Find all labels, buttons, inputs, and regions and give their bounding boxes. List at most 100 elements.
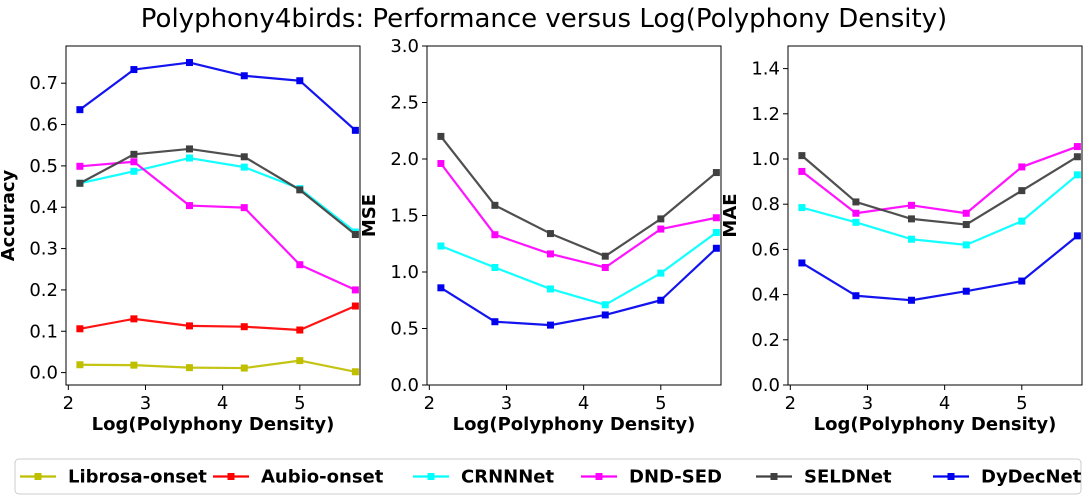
accuracy-point-crnnnet <box>185 154 193 162</box>
mse-point-dydecnet <box>437 284 445 292</box>
mae-point-dydecnet <box>962 287 970 295</box>
legend-entry-crnnnet: CRNNNet <box>413 467 554 488</box>
legend-label-seldnet: SELDNet <box>804 467 892 488</box>
accuracy-point-aubio-onset <box>130 315 138 323</box>
mse-point-dnd-sed <box>601 263 609 271</box>
accuracy-point-librosa-onset <box>296 357 304 365</box>
accuracy-y-tick-label: 0.4 <box>29 197 58 218</box>
mse-point-crnnnet <box>601 301 609 309</box>
accuracy-x-tick-label: 2 <box>63 393 74 414</box>
legend-entry-seldnet: SELDNet <box>756 467 892 488</box>
mse-line-dnd-sed <box>440 162 717 269</box>
mse-point-crnnnet <box>546 285 554 293</box>
mae-point-dydecnet <box>907 296 915 304</box>
accuracy-line-dnd-sed <box>79 160 356 291</box>
accuracy-point-aubio-onset <box>351 302 359 310</box>
mae-series-crnnnet <box>798 171 1081 249</box>
mae-y-tick-label: 1.2 <box>751 104 780 125</box>
legend-label-crnnnet: CRNNNet <box>461 467 554 488</box>
legend-label-aubio-onset: Aubio-onset <box>261 467 384 488</box>
accuracy-point-dnd-sed <box>130 158 138 166</box>
accuracy-x-tick-label: 4 <box>217 393 228 414</box>
mse-point-seldnet <box>712 169 720 177</box>
accuracy-line-seldnet <box>79 147 357 236</box>
mae-series-dnd-sed <box>798 143 1081 217</box>
accuracy-axes-frame <box>65 45 361 386</box>
accuracy-point-dnd-sed <box>296 261 304 269</box>
mae-point-dnd-sed <box>1073 143 1081 151</box>
figure-title: Polyphony4birds: Performance versus Log(… <box>141 4 947 34</box>
mae-line-dydecnet <box>801 234 1079 302</box>
legend-label-dnd-sed: DND-SED <box>629 467 722 488</box>
accuracy-point-dydecnet <box>240 72 248 80</box>
mae-point-crnnnet <box>798 204 806 212</box>
mae-x-tick-label: 3 <box>862 393 873 414</box>
mae-point-dydecnet <box>1073 232 1081 240</box>
accuracy-point-aubio-onset <box>296 326 304 334</box>
mae-y-tick-label: 0.8 <box>751 194 780 215</box>
mse-x-tick-label: 4 <box>578 393 589 414</box>
mae-x-tick-label: 2 <box>785 393 796 414</box>
mse-y-tick-label: 1.5 <box>390 206 419 227</box>
accuracy-x-axis-label: Log(Polyphony Density) <box>92 414 335 435</box>
mae-point-dnd-sed <box>907 201 915 209</box>
mse-point-seldnet <box>491 201 499 209</box>
mae-point-dnd-sed <box>1018 163 1026 171</box>
legend-entry-dydecnet: DyDecNet <box>933 467 1082 488</box>
mse-point-crnnnet <box>491 263 499 271</box>
mse-point-seldnet <box>437 132 445 140</box>
mae-y-tick-label: 0.4 <box>751 285 780 306</box>
legend-label-librosa-onset: Librosa-onset <box>68 467 207 488</box>
mse-point-crnnnet <box>437 242 445 250</box>
mse-series-seldnet <box>437 132 720 260</box>
mse-point-dnd-sed <box>437 160 445 168</box>
mae-point-seldnet <box>798 152 806 160</box>
panel-mae: 2 3 4 5 0.0 0.2 0.4 0.6 0.8 1.0 1.2 1.4 Log(Polyphon… <box>720 45 1083 435</box>
mae-y-tick-label: 1.0 <box>751 149 780 170</box>
mae-point-dnd-sed <box>798 167 806 175</box>
mse-point-dydecnet <box>712 244 720 252</box>
legend: Librosa-onset Aubio-onset CRNNNet DND-SED SE… <box>14 458 1082 495</box>
mse-y-axis-label: MSE <box>359 194 380 237</box>
mse-line-dydecnet <box>440 247 718 327</box>
mse-point-dydecnet <box>491 318 499 326</box>
mae-y-tick-label: 0.0 <box>751 375 780 396</box>
mae-line-crnnnet <box>801 173 1079 246</box>
mae-point-crnnnet <box>962 241 970 249</box>
accuracy-point-seldnet <box>185 145 193 153</box>
mae-point-seldnet <box>1018 187 1026 195</box>
mae-point-crnnnet <box>907 235 915 243</box>
accuracy-y-axis-label: Accuracy <box>0 169 19 261</box>
accuracy-point-dydecnet <box>296 77 304 85</box>
mae-series-dydecnet <box>798 232 1081 304</box>
accuracy-y-tick-label: 0.3 <box>29 239 58 260</box>
mse-point-dnd-sed <box>491 231 499 239</box>
accuracy-line-aubio-onset <box>79 305 356 332</box>
mse-point-dydecnet <box>601 311 609 319</box>
accuracy-x-tick-label: 5 <box>294 393 305 414</box>
accuracy-point-dnd-sed <box>351 286 359 294</box>
accuracy-point-dnd-sed <box>240 204 248 212</box>
accuracy-series-seldnet <box>76 145 359 239</box>
legend-marker-dnd-sed <box>595 473 603 480</box>
accuracy-series-dnd-sed <box>76 158 359 294</box>
accuracy-x-tick-label: 3 <box>140 393 151 414</box>
mse-point-dydecnet <box>546 321 554 329</box>
mse-y-tick-label: 1.0 <box>390 262 419 283</box>
accuracy-point-dydecnet <box>130 66 138 74</box>
mse-x-axis-label: Log(Polyphony Density) <box>453 414 696 435</box>
legend-marker-aubio-onset <box>227 473 235 480</box>
accuracy-point-dydecnet <box>351 126 359 134</box>
accuracy-y-tick-label: 0.0 <box>29 363 58 384</box>
mse-point-seldnet <box>601 252 609 260</box>
mae-axes-frame <box>787 45 1083 386</box>
mae-point-crnnnet <box>1073 171 1081 179</box>
accuracy-point-aubio-onset <box>185 322 193 330</box>
legend-marker-crnnnet <box>427 473 435 480</box>
accuracy-point-librosa-onset <box>351 368 359 376</box>
panel-accuracy: 2 3 4 5 0.0 0.1 0.2 0.3 0.4 0.5 0.6 0.7 Log(Polyphon… <box>0 45 361 435</box>
mae-point-crnnnet <box>852 218 860 226</box>
accuracy-line-crnnnet <box>79 156 357 233</box>
mae-y-axis-label: MAE <box>720 193 741 237</box>
mse-y-tick-label: 3.0 <box>390 36 419 57</box>
